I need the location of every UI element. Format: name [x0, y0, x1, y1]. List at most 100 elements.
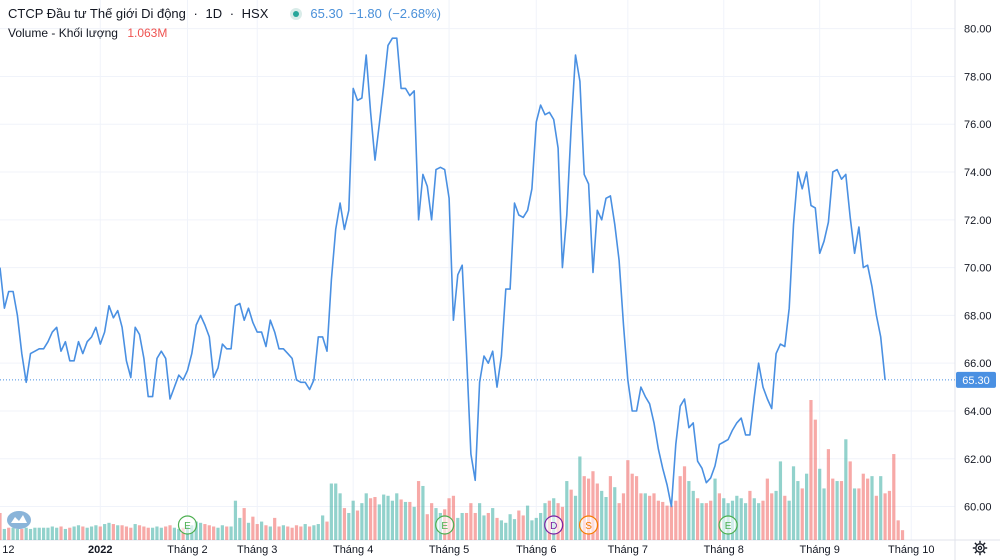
volume-bar — [212, 526, 216, 540]
time-axis[interactable]: Tháng 12 2022 Tháng 2 Tháng 3 Tháng 4 Tháng 5… — [0, 544, 934, 556]
volume-value: 1.063M — [127, 26, 168, 40]
volume-bar — [691, 490, 695, 540]
volume-bar — [103, 524, 107, 540]
volume-bar — [495, 517, 499, 540]
volume-bar — [469, 503, 473, 540]
volume-bar — [89, 526, 94, 540]
settings-gear-icon[interactable] — [972, 540, 988, 556]
volume-bar — [643, 493, 647, 540]
volume-bar — [172, 527, 176, 540]
volume-bar — [33, 527, 37, 540]
volume-bar — [412, 506, 416, 540]
volume-bar — [299, 526, 303, 540]
volume-legend[interactable]: Volume - Khối lượng 1.063M — [8, 26, 167, 40]
volume-bar — [220, 525, 224, 540]
volume-bar — [430, 503, 434, 540]
volume-bar — [486, 512, 490, 540]
volume-bar — [464, 512, 469, 540]
volume-bar — [696, 498, 700, 540]
time-axis-label: Tháng 12 — [0, 544, 15, 556]
volume-bar — [277, 526, 281, 540]
header-separator: · — [193, 6, 202, 21]
volume-bar — [743, 503, 748, 540]
price-axis-label: 66.00 — [964, 358, 992, 370]
event-marker-letter: D — [550, 521, 557, 532]
volume-bar — [386, 495, 390, 540]
volume-bar — [770, 493, 774, 540]
time-axis-label: Tháng 3 — [237, 544, 277, 556]
volume-bar — [839, 481, 844, 540]
volume-bar — [578, 456, 582, 540]
symbol-name: CTCP Đầu tư Thế giới Di động — [8, 6, 186, 21]
event-marker-letter: S — [585, 521, 592, 532]
volume-bar — [761, 500, 765, 540]
volume-bar — [539, 512, 543, 540]
volume-bar — [312, 525, 316, 540]
volume-bar — [382, 494, 386, 540]
volume-bar — [857, 488, 861, 540]
volume-bar — [68, 527, 72, 540]
volume-bar — [791, 466, 796, 540]
volume-bar — [608, 476, 612, 540]
price-axis-label: 70.00 — [964, 263, 992, 275]
volume-bar — [11, 527, 15, 540]
volume-bar — [399, 499, 403, 540]
event-marker[interactable] — [435, 515, 455, 535]
volume-label: Volume - Khối lượng — [8, 26, 118, 40]
volume-bar — [255, 524, 259, 540]
volume-bar — [229, 526, 233, 540]
volume-bar — [648, 495, 652, 540]
volume-bar — [142, 526, 146, 540]
event-marker[interactable] — [718, 515, 738, 535]
volume-bar — [682, 466, 687, 540]
volume-bar — [835, 481, 839, 540]
price-axis[interactable]: 80.00 78.00 76.00 74.00 72.00 70.00 68.00 66.00… — [964, 24, 992, 514]
volume-bar — [765, 478, 769, 540]
event-marker[interactable] — [177, 515, 198, 535]
volume-bar — [887, 490, 892, 540]
price-line — [0, 37, 886, 508]
volume-bar — [59, 526, 63, 540]
last-price-value: 65.30 — [310, 6, 343, 21]
volume-bar — [704, 503, 708, 540]
volume-bar — [822, 488, 826, 540]
volume-bar — [251, 516, 255, 540]
volume-bar — [848, 461, 852, 540]
volume-bar — [473, 512, 477, 540]
volume-bar — [72, 526, 76, 540]
volume-bar — [700, 503, 704, 540]
volume-bar — [137, 525, 142, 540]
volume-bar — [129, 527, 133, 540]
volume-bar — [669, 505, 674, 540]
volume-bar — [203, 524, 207, 540]
volume-bar — [421, 485, 425, 540]
volume-bar — [273, 517, 277, 540]
volume-bar — [216, 527, 220, 540]
volume-bar — [124, 526, 129, 540]
volume-bar — [238, 517, 242, 540]
volume-bar — [373, 497, 377, 540]
volume-bar — [329, 483, 333, 540]
volume-bar — [582, 476, 586, 540]
volume-bar — [264, 525, 268, 540]
volume-bar — [805, 473, 809, 540]
market-status-dot-icon[interactable] — [290, 7, 303, 20]
symbol-title[interactable]: CTCP Đầu tư Thế giới Di động · 1D · HSX — [8, 6, 268, 21]
volume-bar — [369, 498, 373, 540]
event-marker-letter: E — [725, 521, 732, 532]
volume-bar — [617, 503, 621, 540]
volume-bar — [290, 527, 294, 540]
volume-bar — [778, 461, 783, 540]
volume-bar — [844, 439, 848, 540]
volume-bar — [0, 512, 2, 540]
event-marker[interactable] — [578, 515, 599, 535]
volume-bar — [752, 498, 756, 540]
cloud-logo-icon[interactable] — [6, 508, 32, 530]
volume-bar — [281, 525, 285, 540]
price-axis-label: 74.00 — [964, 167, 992, 179]
volume-bar — [120, 525, 124, 540]
volume-bar — [46, 527, 50, 540]
event-marker[interactable] — [544, 515, 564, 535]
